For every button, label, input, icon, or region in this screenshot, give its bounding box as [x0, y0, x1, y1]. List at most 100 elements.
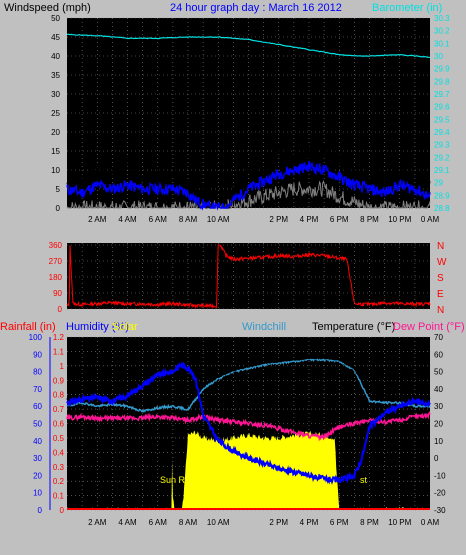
- dewpoint-axis-title: Dew Point (°F): [393, 321, 465, 333]
- temperature-y-tick-label: -20: [434, 489, 446, 498]
- direction-y-tick-label: 90: [53, 289, 62, 298]
- humidity-y-tick-label: 90: [33, 350, 42, 359]
- wind-y-tick-label: 20: [51, 128, 60, 137]
- baro-y-tick-label: 29.8: [434, 77, 450, 86]
- wind-y-tick-label: 45: [51, 33, 60, 42]
- windchill-line: [66, 356, 431, 413]
- tick-labels: 0510152025303540455028.828.92929.129.229…: [29, 14, 450, 527]
- baro-axis-title: Barometer (in): [372, 2, 442, 14]
- rain-y-tick-label: 0.8: [53, 391, 65, 400]
- wind-avg-line: [66, 160, 431, 211]
- direction-y-tick-label: 180: [49, 273, 63, 282]
- wind-x-tick-label: 4 PM: [300, 215, 319, 224]
- rain-y-tick-label: 0.2: [53, 477, 65, 486]
- humidity-line: [66, 361, 431, 485]
- humidity-y-tick-label: 30: [33, 454, 42, 463]
- rain-y-tick-label: 0.4: [53, 448, 65, 457]
- rain-y-tick-label: 0.5: [53, 434, 65, 443]
- temperature-y-tick-label: 70: [434, 333, 443, 342]
- temperature-x-tick-label: 10 PM: [388, 518, 411, 527]
- rain-axis-title: Rainfall (in): [0, 321, 56, 333]
- temperature-y-tick-label: 20: [434, 420, 443, 429]
- rain-y-tick-label: 0.3: [53, 463, 65, 472]
- humidity-y-tick-label: 10: [33, 489, 42, 498]
- temperature-y-tick-label: 40: [434, 385, 443, 394]
- direction-y-tick-label: 0: [58, 305, 63, 314]
- temperature-y-tick-label: 50: [434, 368, 443, 377]
- dewpoint-line: [66, 411, 431, 442]
- temperature-y-tick-label: 60: [434, 350, 443, 359]
- temperature-x-tick-label: 6 PM: [330, 518, 349, 527]
- compass-tick-label: E: [437, 289, 444, 300]
- temperature-x-tick-label: 4 PM: [300, 518, 319, 527]
- compass-tick-label: N: [437, 305, 444, 316]
- rain-y-tick-label: 1: [60, 362, 65, 371]
- wind-axis-title: Windspeed (mph): [4, 2, 91, 14]
- rain-y-tick-label: 1.1: [53, 347, 65, 356]
- wind-y-tick-label: 10: [51, 166, 60, 175]
- rain-y-tick-label: 0.7: [53, 405, 65, 414]
- data-series: [66, 33, 431, 510]
- temperature-x-tick-label: 8 AM: [179, 518, 198, 527]
- wind-x-tick-label: 6 AM: [149, 215, 168, 224]
- solar-area: [67, 430, 430, 510]
- baro-y-tick-label: 29.3: [434, 141, 450, 150]
- wind-x-tick-label: 2 PM: [269, 215, 288, 224]
- wind-low-line: [66, 179, 431, 210]
- wind-x-tick-label: 10 AM: [207, 215, 230, 224]
- wind-y-tick-label: 15: [51, 147, 60, 156]
- barometer-line: [66, 33, 431, 59]
- graph-title: 24 hour graph day : March 16 2012: [170, 2, 342, 14]
- baro-y-tick-label: 29.5: [434, 115, 450, 124]
- compass-tick-label: S: [437, 273, 444, 284]
- humidity-y-tick-label: 50: [33, 420, 42, 429]
- solar-axis-title: Solar: [112, 321, 138, 333]
- temperature-x-tick-label: 8 PM: [360, 518, 379, 527]
- grid-lines: [49, 17, 430, 511]
- baro-y-tick-label: 29.6: [434, 103, 450, 112]
- baro-y-tick-label: 29.1: [434, 166, 450, 175]
- wind-y-tick-label: 5: [56, 185, 61, 194]
- direction-y-tick-label: 270: [49, 257, 63, 266]
- sunset-label: st: [360, 475, 368, 485]
- baro-y-tick-label: 29.9: [434, 65, 450, 74]
- temperature-line: [66, 356, 431, 405]
- compass-tick-label: W: [437, 257, 447, 268]
- sunrise-label: Sun R: [160, 475, 186, 485]
- temperature-y-tick-label: 10: [434, 437, 443, 446]
- humidity-y-tick-label: 70: [33, 385, 42, 394]
- temperature-x-tick-label: 2 PM: [269, 518, 288, 527]
- baro-y-tick-label: 28.8: [434, 204, 450, 213]
- humidity-y-tick-label: 20: [33, 471, 42, 480]
- baro-y-tick-label: 29.4: [434, 128, 450, 137]
- wind-y-tick-label: 40: [51, 52, 60, 61]
- wind-x-tick-label: 10 PM: [388, 215, 411, 224]
- temperature-x-tick-label: 4 AM: [118, 518, 137, 527]
- wind-direction-line: [66, 244, 431, 310]
- humidity-y-tick-label: 0: [38, 506, 43, 515]
- rain-y-tick-label: 0.9: [53, 376, 65, 385]
- temperature-y-tick-label: 0: [434, 454, 439, 463]
- baro-y-tick-label: 29: [434, 179, 443, 188]
- temperature-x-tick-label: 6 AM: [149, 518, 168, 527]
- wind-y-tick-label: 50: [51, 14, 60, 23]
- baro-y-tick-label: 30.1: [434, 39, 450, 48]
- wind-x-tick-label: 8 PM: [360, 215, 379, 224]
- wind-y-tick-label: 25: [51, 109, 60, 118]
- rain-y-tick-label: 1.2: [53, 333, 65, 342]
- compass-tick-label: N: [437, 241, 444, 252]
- temperature-x-tick-label: 2 AM: [88, 518, 107, 527]
- wind-x-tick-label: 2 AM: [88, 215, 107, 224]
- temperature-y-tick-label: 30: [434, 402, 443, 411]
- humidity-y-tick-label: 60: [33, 402, 42, 411]
- temperature-axis-title: Temperature (°F): [312, 321, 395, 333]
- direction-y-tick-label: 360: [49, 241, 63, 250]
- rain-y-tick-label: 0: [60, 506, 65, 515]
- baro-y-tick-label: 30.3: [434, 14, 450, 23]
- humidity-y-tick-label: 100: [29, 333, 43, 342]
- wind-y-tick-label: 35: [51, 71, 60, 80]
- wind-gust-line: [66, 138, 431, 209]
- humidity-y-tick-label: 40: [33, 437, 42, 446]
- temperature-x-tick-label: 0 AM: [421, 518, 440, 527]
